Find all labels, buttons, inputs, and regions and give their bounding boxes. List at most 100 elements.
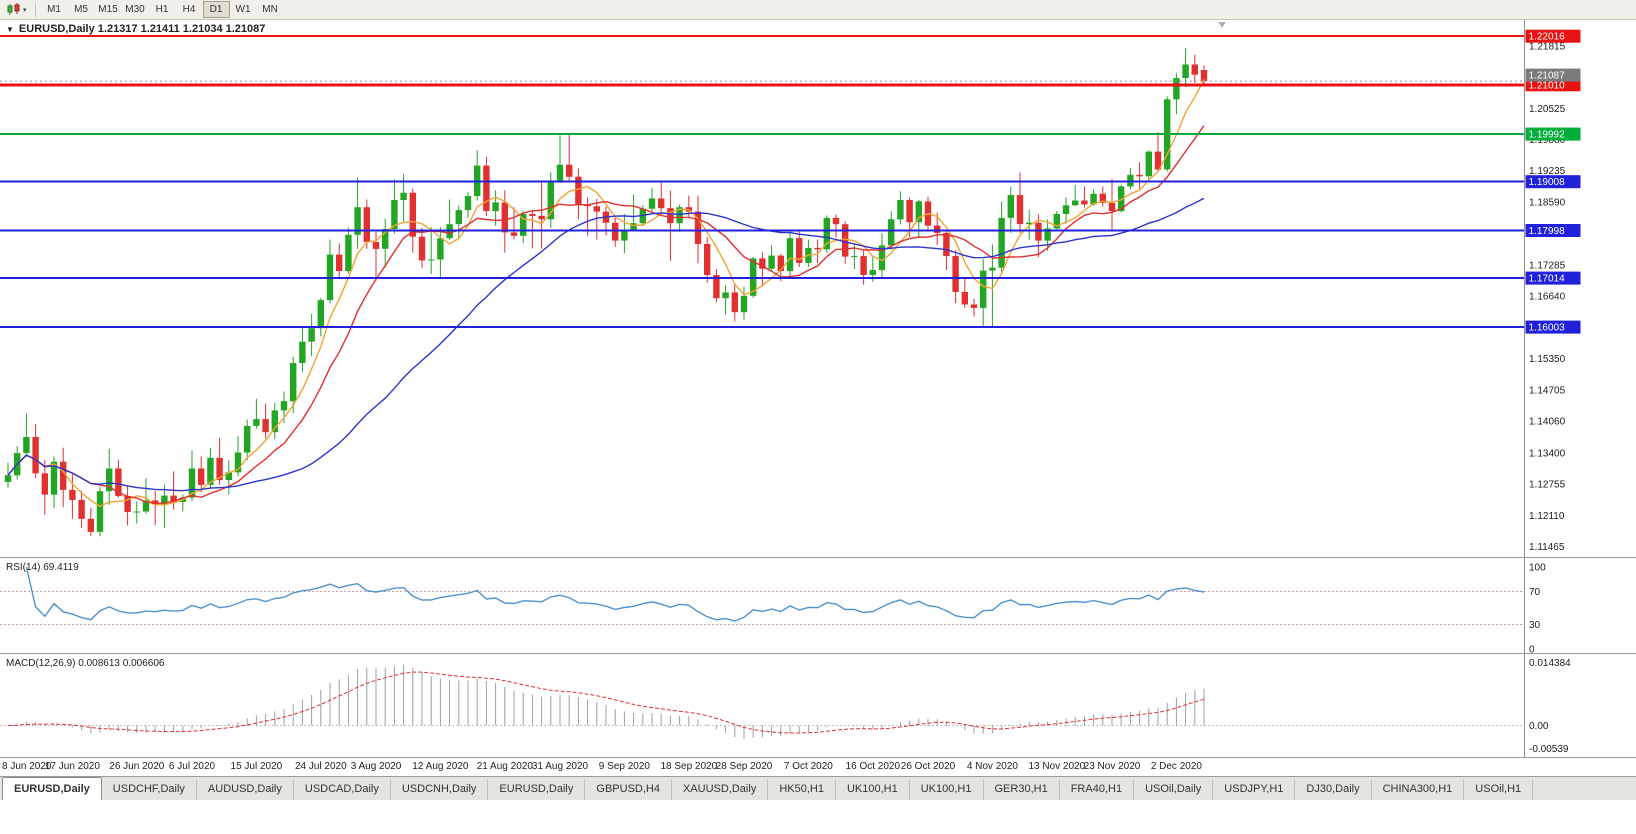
date-label: 7 Oct 2020 — [783, 761, 833, 772]
svg-text:1.21087: 1.21087 — [1529, 71, 1566, 82]
timeframe-mn[interactable]: MN — [257, 1, 284, 18]
macd-axis-label: 0.00 — [1529, 721, 1549, 732]
date-label: 13 Nov 2020 — [1028, 761, 1086, 772]
rsi-chart-canvas[interactable]: 100 70 30 0 — [0, 558, 1636, 653]
chart-title: ▼ EURUSD,Daily 1.21317 1.21411 1.21034 1… — [6, 23, 265, 35]
date-label: 8 Jun 2020 — [2, 761, 52, 772]
macd-signal-line — [7, 671, 1205, 734]
date-label: 4 Nov 2020 — [966, 761, 1018, 772]
price-level-tag: 1.19992 — [1525, 127, 1581, 141]
date-label: 26 Oct 2020 — [900, 761, 956, 772]
tab-usoil-h1[interactable]: USOil,H1 — [1464, 779, 1534, 800]
timeframe-m30[interactable]: M30 — [122, 1, 149, 18]
date-label: 17 Jun 2020 — [44, 761, 100, 772]
svg-text:1.17014: 1.17014 — [1529, 274, 1566, 285]
price-axis-label: 1.19235 — [1529, 166, 1566, 177]
timeframe-d1[interactable]: D1 — [202, 1, 230, 18]
tab-china300-h1[interactable]: CHINA300,H1 — [1372, 779, 1465, 800]
rsi-axis-label: 0 — [1529, 645, 1535, 654]
rsi-axis-label: 30 — [1529, 620, 1541, 631]
bid-price-tag: 1.21087 — [1525, 68, 1581, 82]
rsi-pane: 100 70 30 0 RSI(14) 69.4119 — [0, 557, 1636, 653]
date-label: 2 Dec 2020 — [1150, 761, 1202, 772]
tab-usdjpy-h1[interactable]: USDJPY,H1 — [1213, 779, 1296, 800]
timeframe-m15[interactable]: M15 — [95, 1, 122, 18]
price-level-tag: 1.22016 — [1525, 29, 1581, 43]
svg-text:1.17998: 1.17998 — [1529, 226, 1566, 237]
price-level-tag: 1.16003 — [1525, 320, 1581, 334]
rsi-label: RSI(14) 69.4119 — [6, 562, 79, 573]
price-axis-label: 1.11465 — [1529, 542, 1565, 553]
chart-type-dropdown-icon[interactable]: ▾ — [23, 6, 27, 14]
chart-shift-marker-icon — [1218, 22, 1226, 28]
price-axis-label: 1.14705 — [1529, 385, 1566, 396]
macd-axis-label: 0.014384 — [1529, 658, 1571, 669]
macd-label: MACD(12,26,9) 0.008613 0.006606 — [6, 658, 165, 669]
date-label: 23 Nov 2020 — [1083, 761, 1141, 772]
svg-text:1.22016: 1.22016 — [1529, 32, 1566, 43]
price-chart-canvas[interactable]: 1.218151.205251.198801.192351.185901.172… — [0, 20, 1636, 557]
timeframe-h1[interactable]: H1 — [149, 1, 176, 18]
symbol-menu-icon[interactable]: ▼ — [6, 24, 14, 34]
status-area — [0, 800, 1636, 834]
tab-audusd-daily[interactable]: AUDUSD,Daily — [197, 779, 294, 800]
price-axis-label: 1.20525 — [1529, 104, 1566, 115]
ma-mid-line — [7, 125, 1205, 505]
date-label: 15 Jul 2020 — [230, 761, 283, 772]
candlestick-chart-icon[interactable]: ▾ — [4, 2, 30, 17]
date-label: 6 Jul 2020 — [168, 761, 216, 772]
date-label: 9 Sep 2020 — [598, 761, 650, 772]
timeframe-m1[interactable]: M1 — [41, 1, 68, 18]
ma-fast-line — [7, 79, 1205, 508]
price-level-tag: 1.19008 — [1525, 175, 1581, 189]
tab-fra40-h1[interactable]: FRA40,H1 — [1060, 779, 1135, 800]
date-label: 3 Aug 2020 — [350, 761, 402, 772]
date-label: 21 Aug 2020 — [476, 761, 533, 772]
price-pane: 1.218151.205251.198801.192351.185901.172… — [0, 20, 1636, 557]
rsi-axis-label: 70 — [1529, 587, 1541, 598]
date-label: 26 Jun 2020 — [109, 761, 165, 772]
timeframe-toolbar: ▾ M1 M5 M15 M30 H1 H4 D1 W1 MN — [0, 0, 1636, 20]
candlestick-glyph — [7, 3, 20, 15]
tab-gbpusd-h4[interactable]: GBPUSD,H4 — [585, 779, 672, 800]
tab-xauusd-daily[interactable]: XAUUSD,Daily — [672, 779, 769, 800]
macd-axis-label: -0.00539 — [1529, 744, 1569, 755]
date-label: 31 Aug 2020 — [531, 761, 589, 772]
rsi-axis-label: 100 — [1529, 563, 1546, 574]
tab-uk100-h1[interactable]: UK100,H1 — [836, 779, 910, 800]
tab-usoil-daily[interactable]: USOil,Daily — [1134, 779, 1214, 800]
date-label: 18 Sep 2020 — [660, 761, 718, 772]
tab-usdcnh-daily[interactable]: USDCNH,Daily — [391, 779, 489, 800]
price-axis-label: 1.13400 — [1529, 449, 1566, 460]
price-axis-label: 1.18590 — [1529, 197, 1566, 208]
tab-usdchf-daily[interactable]: USDCHF,Daily — [102, 779, 197, 800]
timeframe-w1[interactable]: W1 — [230, 1, 257, 18]
timeframe-buttons: M1 M5 M15 M30 H1 H4 D1 W1 MN — [41, 1, 284, 18]
svg-text:1.21010: 1.21010 — [1529, 80, 1566, 91]
timeframe-m5[interactable]: M5 — [68, 1, 95, 18]
price-axis-label: 1.12110 — [1529, 511, 1565, 522]
tab-hk50-h1[interactable]: HK50,H1 — [768, 779, 836, 800]
timeframe-h4[interactable]: H4 — [176, 1, 203, 18]
date-label: 24 Jul 2020 — [294, 761, 347, 772]
tab-dj30-daily[interactable]: DJ30,Daily — [1295, 779, 1372, 800]
svg-text:1.19008: 1.19008 — [1529, 177, 1566, 188]
price-level-tag: 1.17998 — [1525, 224, 1581, 237]
tab-uk100-h1[interactable]: UK100,H1 — [910, 779, 984, 800]
time-axis[interactable]: 8 Jun 2020 17 Jun 2020 26 Jun 2020 6 Jul 20… — [0, 757, 1636, 776]
price-level-tag: 1.17014 — [1525, 271, 1581, 285]
price-axis-label: 1.14060 — [1529, 417, 1566, 428]
tab-ger30-h1[interactable]: GER30,H1 — [984, 779, 1060, 800]
tab-eurusd-daily[interactable]: EURUSD,Daily — [488, 779, 586, 800]
date-label: 12 Aug 2020 — [412, 761, 469, 772]
tab-eurusd-daily[interactable]: EURUSD,Daily — [2, 777, 102, 800]
svg-text:1.19992: 1.19992 — [1529, 130, 1566, 141]
date-label: 16 Oct 2020 — [845, 761, 901, 772]
price-axis-label: 1.17285 — [1529, 261, 1566, 272]
macd-chart-canvas[interactable]: 0.014384 0.00 -0.00539 — [0, 654, 1636, 757]
macd-pane: 0.014384 0.00 -0.00539 MACD(12,26,9) 0.008… — [0, 653, 1636, 757]
tab-usdcad-daily[interactable]: USDCAD,Daily — [294, 779, 391, 800]
svg-text:1.16003: 1.16003 — [1529, 323, 1566, 334]
chart-tabs-bar: EURUSD,Daily USDCHF,Daily AUDUSD,Daily USDC… — [0, 776, 1636, 800]
